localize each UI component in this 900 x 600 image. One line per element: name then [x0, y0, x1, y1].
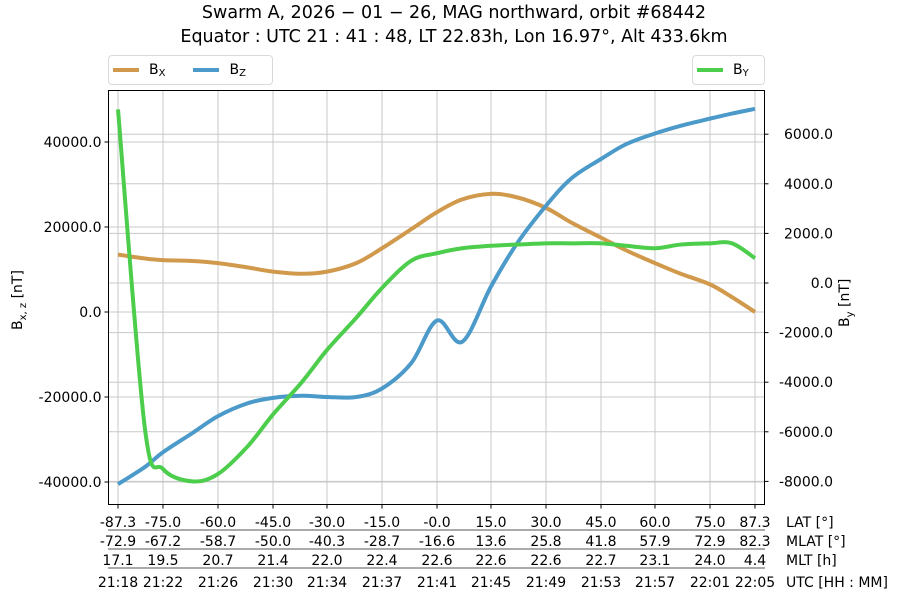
svg-text:21:49: 21:49	[526, 575, 566, 591]
svg-text:-20000.0: -20000.0	[39, 390, 102, 406]
svg-text:82.3: 82.3	[739, 534, 770, 550]
svg-text:21.4: 21.4	[257, 553, 288, 569]
series-bz-line	[116, 106, 756, 486]
svg-text:-0.0: -0.0	[423, 515, 450, 531]
svg-text:23.1: 23.1	[639, 553, 670, 569]
svg-text:22.0: 22.0	[311, 553, 342, 569]
svg-text:-50.0: -50.0	[255, 534, 291, 550]
svg-text:-16.6: -16.6	[419, 534, 455, 550]
svg-text:21:34: 21:34	[307, 575, 347, 591]
data-lines	[116, 106, 757, 486]
svg-text:20.7: 20.7	[202, 553, 233, 569]
svg-text:-6000.0: -6000.0	[779, 425, 833, 441]
svg-text:-4000.0: -4000.0	[779, 375, 833, 391]
svg-text:4.4: 4.4	[744, 553, 766, 569]
svg-text:21:22: 21:22	[143, 575, 183, 591]
svg-text:19.5: 19.5	[147, 553, 178, 569]
chart-title-line2: Equator : UTC 21 : 41 : 48, LT 22.83h, L…	[180, 27, 728, 47]
svg-text:2000.0: 2000.0	[784, 226, 833, 242]
svg-text:57.9: 57.9	[639, 534, 670, 550]
left-axis-ticks: 40000.0 20000.0 0.0 -20000.0 -40000.0	[39, 135, 109, 491]
svg-text:6000.0: 6000.0	[784, 127, 833, 143]
svg-text:-30.0: -30.0	[309, 515, 345, 531]
svg-text:-75.0: -75.0	[145, 515, 181, 531]
svg-text:40000.0: 40000.0	[44, 135, 102, 151]
svg-text:21:37: 21:37	[362, 575, 402, 591]
svg-text:30.0: 30.0	[530, 515, 561, 531]
legend-label-bz: BZ	[229, 61, 246, 79]
svg-text:-58.7: -58.7	[200, 534, 236, 550]
right-axis-ticks: 6000.0 4000.0 2000.0 0.0 -2000.0 -4000.0 -6000…	[764, 127, 833, 490]
svg-text:-72.9: -72.9	[100, 534, 136, 550]
svg-text:21:30: 21:30	[253, 575, 293, 591]
bx-swatch-icon	[113, 68, 139, 72]
svg-text:LAT [°]: LAT [°]	[786, 515, 834, 531]
svg-text:21:26: 21:26	[198, 575, 238, 591]
legend-right: BY	[692, 55, 765, 85]
svg-text:21:57: 21:57	[635, 575, 675, 591]
svg-text:20000.0: 20000.0	[44, 220, 102, 236]
svg-text:21:18: 21:18	[98, 575, 138, 591]
svg-text:-2000.0: -2000.0	[779, 326, 833, 342]
svg-text:75.0: 75.0	[694, 515, 725, 531]
by-swatch-icon	[697, 68, 723, 72]
legend-item-by: BY	[697, 62, 749, 79]
chart-title-line1: Swarm A, 2026 − 01 − 26, MAG northward, …	[201, 3, 707, 23]
svg-text:-87.3: -87.3	[100, 515, 136, 531]
svg-text:4000.0: 4000.0	[784, 177, 833, 193]
svg-text:-40000.0: -40000.0	[39, 475, 102, 491]
legend-label-bx: BX	[149, 61, 166, 79]
svg-text:22:05: 22:05	[735, 575, 775, 591]
svg-text:21:53: 21:53	[581, 575, 621, 591]
series-bx-line	[117, 191, 757, 314]
bz-swatch-icon	[193, 68, 220, 72]
svg-text:45.0: 45.0	[585, 515, 616, 531]
svg-text:17.1: 17.1	[102, 553, 133, 569]
svg-text:-67.2: -67.2	[145, 534, 181, 550]
svg-text:22:01: 22:01	[690, 575, 730, 591]
legend-item-bx: BX	[113, 62, 165, 79]
svg-text:25.8: 25.8	[530, 534, 561, 550]
legend-left: BX BZ	[108, 55, 273, 85]
svg-text:-8000.0: -8000.0	[779, 474, 833, 490]
svg-text:UTC [HH : MM]: UTC [HH : MM]	[786, 575, 888, 591]
svg-text:0.0: 0.0	[79, 305, 101, 321]
svg-text:0.0: 0.0	[811, 276, 833, 292]
series-by-line	[116, 109, 757, 484]
legend-label-by: BY	[733, 61, 749, 79]
svg-text:87.3: 87.3	[739, 515, 770, 531]
svg-text:22.4: 22.4	[366, 553, 397, 569]
svg-text:24.0: 24.0	[694, 553, 725, 569]
svg-text:41.8: 41.8	[585, 534, 616, 550]
svg-text:22.6: 22.6	[530, 553, 561, 569]
svg-text:-28.7: -28.7	[364, 534, 400, 550]
svg-text:MLT [h]: MLT [h]	[786, 553, 837, 569]
svg-text:21:45: 21:45	[471, 575, 511, 591]
svg-text:60.0: 60.0	[639, 515, 670, 531]
svg-text:13.6: 13.6	[475, 534, 506, 550]
svg-text:-15.0: -15.0	[364, 515, 400, 531]
svg-text:-60.0: -60.0	[200, 515, 236, 531]
svg-text:21:41: 21:41	[417, 575, 457, 591]
svg-text:22.6: 22.6	[421, 553, 452, 569]
right-axis-label: By [nT]	[837, 278, 856, 327]
x-axis-ticks: -87.3 -75.0 -60.0 -45.0 -30.0 -15.0 -0.0 15.0 30…	[98, 504, 888, 591]
gridlines	[108, 90, 765, 505]
svg-text:-45.0: -45.0	[255, 515, 291, 531]
svg-text:22.6: 22.6	[475, 553, 506, 569]
svg-text:72.9: 72.9	[694, 534, 725, 550]
svg-text:15.0: 15.0	[475, 515, 506, 531]
svg-text:-40.3: -40.3	[309, 534, 345, 550]
left-axis-label: Bx, z [nT]	[10, 270, 29, 330]
svg-text:MLAT [°]: MLAT [°]	[786, 534, 846, 550]
legend-item-bz: BZ	[193, 61, 246, 79]
svg-text:22.7: 22.7	[585, 553, 616, 569]
